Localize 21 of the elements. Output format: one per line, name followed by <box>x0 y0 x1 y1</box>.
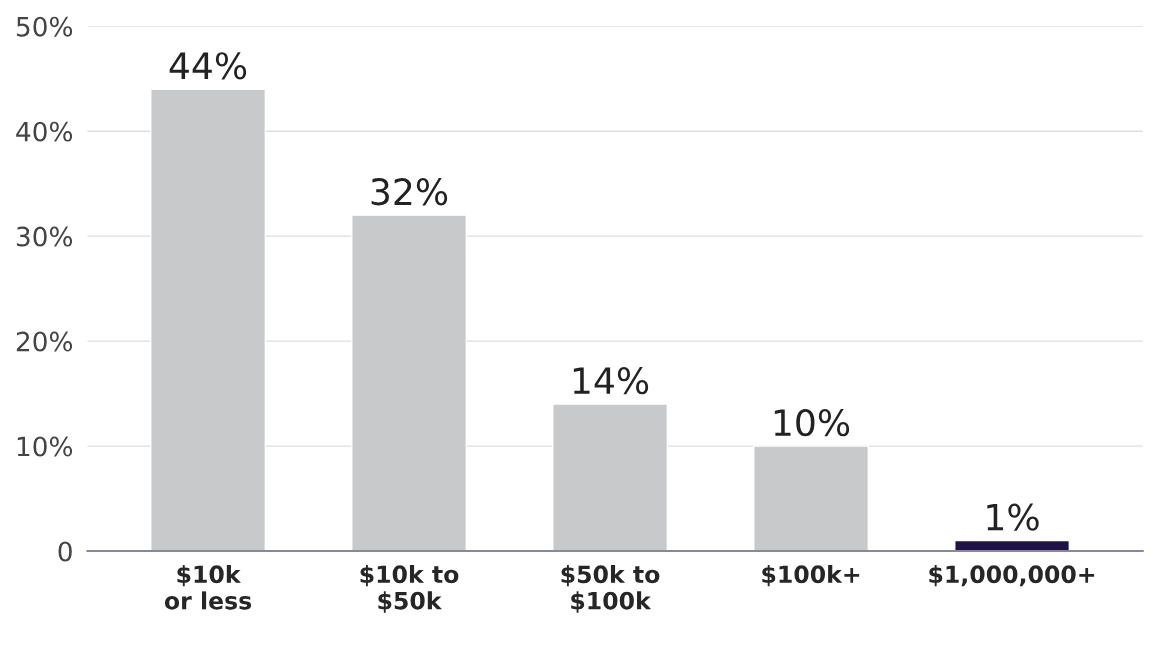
bar <box>351 214 468 552</box>
bar <box>552 403 669 552</box>
y-tick-label: 30% <box>16 226 73 247</box>
bar <box>753 445 870 552</box>
y-tick-label: 50% <box>16 16 73 37</box>
x-tick-label: $10k or less <box>164 564 252 610</box>
y-tick-label: 40% <box>16 121 73 142</box>
bar <box>954 539 1071 552</box>
data-label: 14% <box>573 367 649 395</box>
x-tick-label: $50k to $100k <box>561 564 660 613</box>
x-tick-label: $10k to $50k <box>360 564 459 613</box>
data-label: 10% <box>774 408 850 437</box>
x-tick-label: $1,000,000+ <box>929 564 1095 587</box>
x-tick-label: $100k+ <box>762 564 860 587</box>
y-tick-label: 10% <box>17 436 73 457</box>
data-label: 44% <box>169 52 247 80</box>
data-label: 32% <box>371 178 448 206</box>
y-tick-label: 0 <box>58 541 72 562</box>
data-label: 1% <box>987 503 1039 531</box>
bar <box>150 88 267 552</box>
y-tick-label: 20% <box>16 331 73 352</box>
